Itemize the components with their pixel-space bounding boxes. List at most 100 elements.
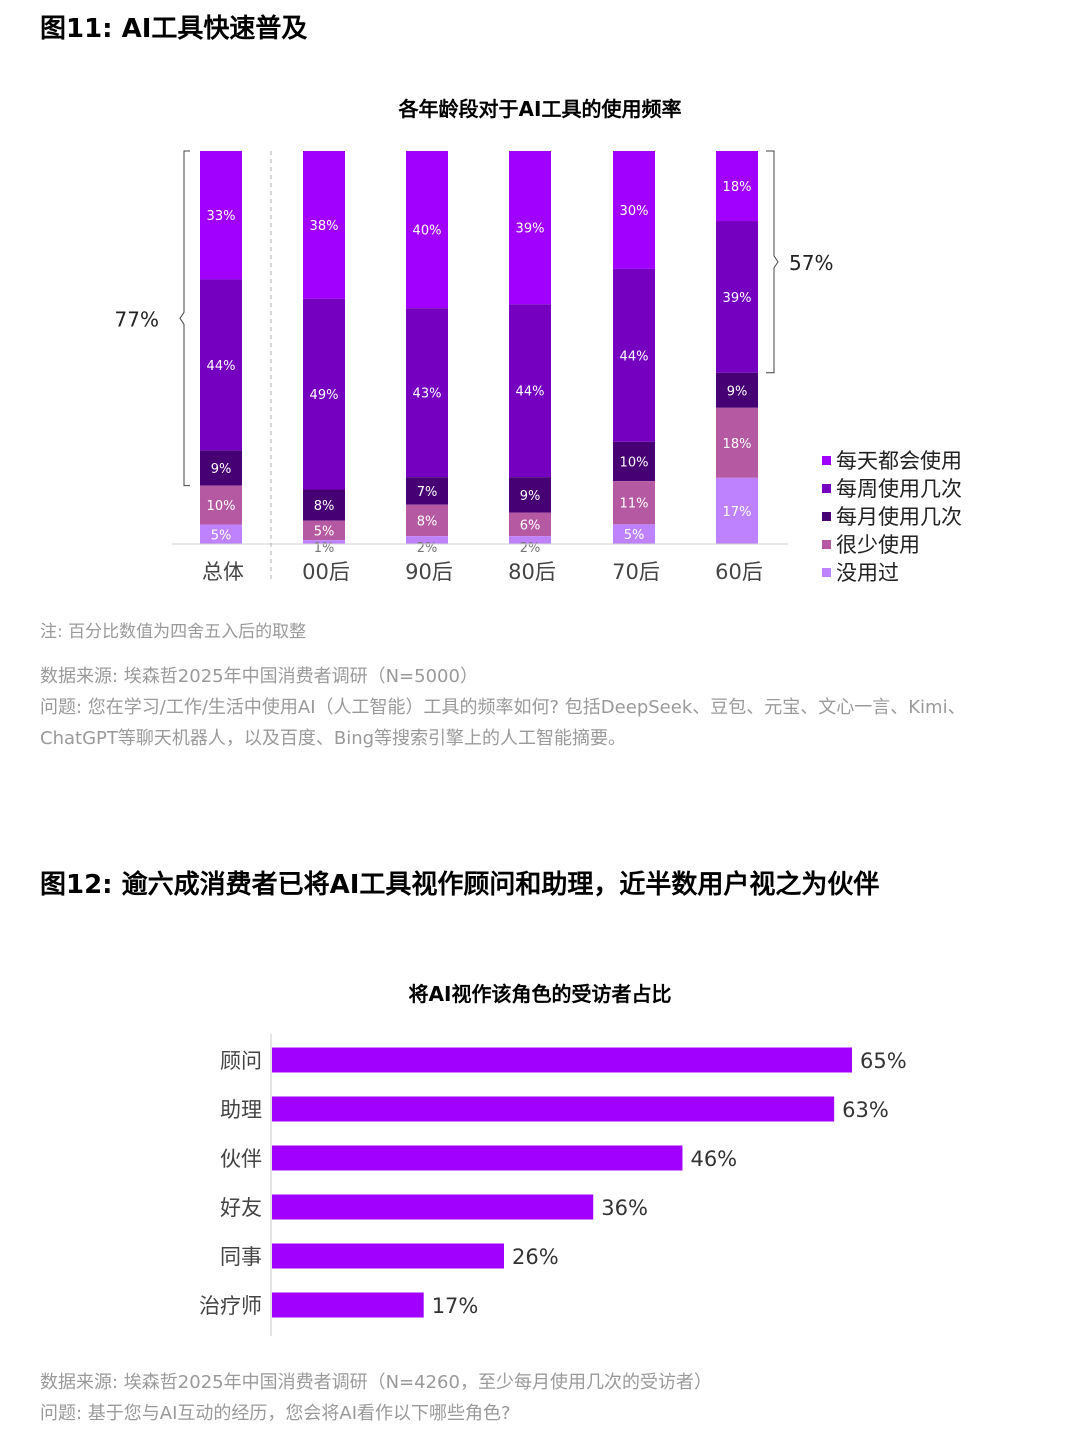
bar-segment <box>613 268 655 442</box>
fig12-notes: 数据来源: 埃森哲2025年中国消费者调研（N=4260，至少每月使用几次的受访… <box>40 1367 1040 1429</box>
data-label: 10% <box>207 499 236 514</box>
fig12-question: 问题: 基于您与AI互动的经历，您会将AI看作以下哪些角色? <box>40 1403 511 1424</box>
data-label: 39% <box>516 222 545 237</box>
bar-segment <box>406 504 448 537</box>
data-label: 63% <box>842 1098 889 1122</box>
y-tick-label: 同事 <box>220 1245 262 1269</box>
data-label: 30% <box>620 204 649 219</box>
fig11-source: 数据来源: 埃森哲2025年中国消费者调研（N=5000） <box>40 666 478 687</box>
y-tick-label: 助理 <box>220 1098 262 1122</box>
chart2-title: 将AI视作该角色的受访者占比 <box>408 982 672 1006</box>
data-label: 1% <box>314 541 335 556</box>
fig11-note: 注: 百分比数值为四舍五入后的取整 <box>40 622 307 642</box>
legend-label: 每天都会使用 <box>836 449 962 473</box>
data-label: 8% <box>417 514 438 529</box>
annotation-60s: 57% <box>789 251 833 275</box>
legend-swatch <box>822 511 831 521</box>
bar-segment <box>613 151 655 269</box>
data-label: 26% <box>512 1245 559 1269</box>
data-label: 17% <box>723 505 752 520</box>
legend-item: 每周使用几次 <box>822 474 962 502</box>
horizontal-bar-chart: 顾问 65% 助理 63% 伙伴 46% 好友 36% 同事 26% 治疗师 17% <box>199 1034 907 1336</box>
fig11-notes: 数据来源: 埃森哲2025年中国消费者调研（N=5000） 问题: 您在学习/工… <box>40 661 1040 754</box>
legend-label: 很少使用 <box>836 533 920 557</box>
data-label: 44% <box>620 349 649 364</box>
y-tick-label: 好友 <box>220 1196 262 1220</box>
bar-segment <box>509 477 551 513</box>
bar-segment <box>200 151 242 280</box>
data-label: 5% <box>314 524 335 539</box>
data-label: 18% <box>723 180 752 195</box>
bar <box>272 1243 504 1269</box>
bar <box>272 1145 683 1171</box>
bar-segment <box>303 489 345 521</box>
data-label: 9% <box>727 384 748 399</box>
bar-segment <box>509 536 551 544</box>
fig12-source: 数据来源: 埃森哲2025年中国消费者调研（N=4260，至少每月使用几次的受访… <box>40 1372 712 1393</box>
chart1-legend: 每天都会使用 每周使用几次每月使用几次 很少使用没用过 <box>822 446 962 586</box>
data-label: 40% <box>413 224 442 239</box>
data-label: 18% <box>723 437 752 452</box>
bar-segment <box>613 441 655 482</box>
data-label: 44% <box>207 359 236 374</box>
bar-segment <box>613 481 655 525</box>
fig12-title: 图12: 逾六成消费者已将AI工具视作顾问和助理，近半数用户视之为伙伴 <box>40 870 880 900</box>
chart1-title: 各年龄段对于AI工具的使用频率 <box>398 97 682 121</box>
data-label: 9% <box>211 462 232 477</box>
bar-segment <box>406 151 448 309</box>
x-tick-label: 总体 <box>202 560 244 584</box>
bar <box>272 1047 852 1073</box>
bar-segment <box>716 221 758 373</box>
data-label: 65% <box>860 1049 907 1073</box>
annotation-total: 77% <box>115 307 159 331</box>
data-label: 43% <box>413 387 442 402</box>
data-label: 17% <box>432 1294 479 1318</box>
legend-swatch <box>822 455 831 465</box>
data-label: 8% <box>314 499 335 514</box>
legend-label: 没用过 <box>836 561 899 585</box>
bar <box>272 1292 424 1318</box>
data-label: 39% <box>723 291 752 306</box>
y-tick-label: 治疗师 <box>199 1294 262 1318</box>
x-tick-label: 60后 <box>715 560 763 584</box>
data-label: 5% <box>624 528 645 543</box>
y-tick-label: 伙伴 <box>220 1147 262 1171</box>
fig11-title: 图11: AI工具快速普及 <box>40 14 308 44</box>
bar-segment <box>509 304 551 478</box>
data-label: 5% <box>211 528 232 543</box>
bar-segment <box>406 536 448 544</box>
x-tick-label: 00后 <box>302 560 350 584</box>
x-tick-label: 90后 <box>405 560 453 584</box>
bar-segment <box>716 407 758 478</box>
bar-segment <box>716 477 758 544</box>
data-label: 11% <box>620 497 649 512</box>
data-label: 10% <box>620 455 649 470</box>
bar-segment <box>509 512 551 537</box>
bar-segment <box>716 372 758 408</box>
bar-segment <box>303 298 345 490</box>
bar-segment <box>613 524 655 544</box>
data-label: 6% <box>520 518 541 533</box>
bar-segment <box>406 477 448 505</box>
data-label: 2% <box>520 541 541 556</box>
legend-swatch <box>822 539 831 549</box>
x-tick-label: 70后 <box>612 560 660 584</box>
bar-segment <box>303 520 345 541</box>
bar-segment <box>303 540 345 544</box>
data-label: 49% <box>310 388 339 403</box>
legend-label: 每月使用几次 <box>836 505 962 529</box>
legend-item: 每月使用几次 <box>822 502 962 530</box>
bar-segment <box>406 308 448 478</box>
data-label: 36% <box>601 1196 648 1220</box>
stacked-bar-chart: 33% 44% 9% 10% 5% 总体 38% 49% 8% 5% 1% 00后 40% 43% 7% 8%… <box>115 150 833 584</box>
data-label: 33% <box>207 209 236 224</box>
y-tick-label: 顾问 <box>220 1049 262 1073</box>
bar-segment <box>200 485 242 525</box>
data-label: 46% <box>690 1147 737 1171</box>
legend-swatch <box>822 483 831 493</box>
fig11-question-cont: ChatGPT等聊天机器人，以及百度、Bing等搜索引擎上的人工智能摘要。 <box>40 728 627 749</box>
bar <box>272 1096 835 1122</box>
data-label: 38% <box>310 219 339 234</box>
bar <box>272 1194 594 1220</box>
bar-segment <box>509 151 551 305</box>
